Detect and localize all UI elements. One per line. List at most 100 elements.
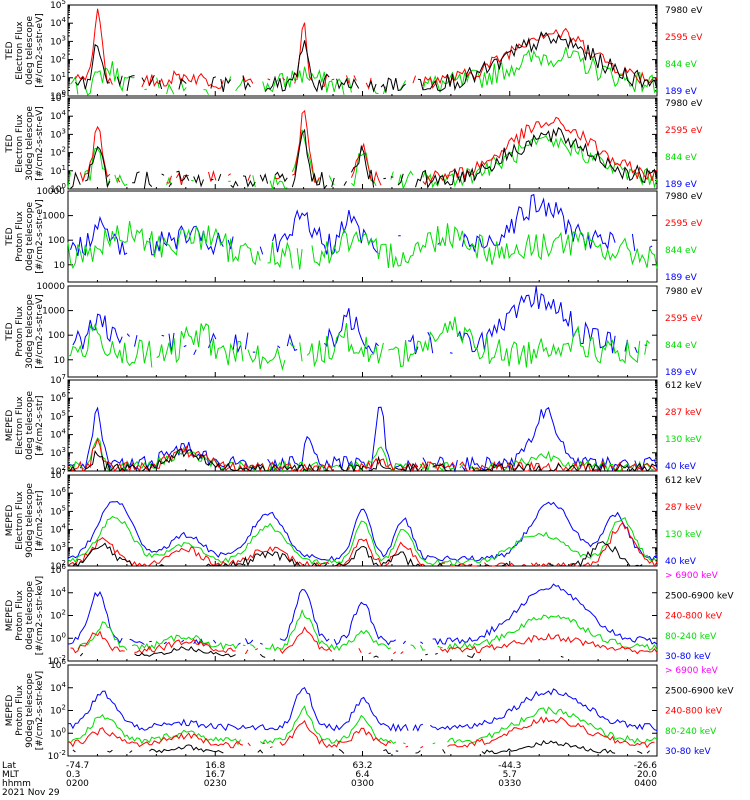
x-row-value: 16.8: [205, 761, 225, 771]
series-trace-green: [67, 221, 658, 270]
y-tick-label: 10: [54, 261, 66, 271]
y-axis-label-line: Electron Flux: [15, 114, 25, 173]
legend-entry: 844 eV: [665, 341, 698, 351]
series-trace-green: [70, 47, 658, 96]
legend-entry: 2595 eV: [665, 126, 703, 136]
y-axis-label-line: TED: [5, 227, 15, 246]
legend-entry: 844 eV: [665, 60, 698, 70]
y-axis-label-line: MEPED: [5, 600, 15, 632]
flux-panel-7: 10-2 100 102 104 106 MEPED Proton Flux 0deg tel…: [5, 563, 734, 667]
y-tick-label: 104: [50, 428, 66, 441]
legend-entry: > 6900 keV: [665, 666, 719, 676]
legend-entry: 30-80 keV: [665, 652, 711, 662]
legend-entry: 2500-6900 keV: [665, 591, 734, 601]
y-tick-label: 103: [50, 541, 66, 554]
panel-frame: [67, 97, 658, 190]
y-axis-label-line: [#/cm2-s-str-eV]: [35, 294, 45, 369]
y-axis-label-line: TED: [5, 322, 15, 341]
y-tick-label: 100: [50, 631, 66, 644]
y-tick-label: 104: [50, 586, 66, 599]
y-tick-label: 100: [50, 182, 66, 195]
x-row-value: -44.3: [498, 761, 521, 771]
series-trace-red: [67, 716, 655, 749]
x-row-value: -26.6: [634, 761, 658, 771]
legend-entry: > 6900 keV: [665, 571, 719, 581]
y-axis-label-line: Proton Flux: [15, 685, 25, 736]
series-trace-green: [67, 705, 658, 746]
x-row-value: 63.2: [352, 761, 372, 771]
y-axis-label-line: Electron Flux: [15, 396, 25, 455]
y-tick-label: 1000: [42, 212, 65, 222]
legend-entry: 40 keV: [665, 462, 697, 472]
y-tick-label: 1000: [42, 307, 65, 317]
y-tick-label: 104: [50, 523, 66, 536]
series-trace-green: [68, 317, 655, 369]
series-trace-black: [80, 647, 639, 658]
y-tick-label: 100: [48, 331, 65, 341]
legend-entry: 844 eV: [665, 246, 698, 256]
x-row-value: 6.4: [355, 770, 370, 780]
legend-entry: 2595 eV: [665, 33, 703, 43]
legend-entry: 80-240 keV: [665, 632, 717, 642]
y-axis-label-line: TED: [5, 41, 15, 60]
legend-entry: 844 eV: [665, 153, 698, 163]
legend-entry: 189 eV: [665, 87, 698, 97]
y-axis-label-line: MEPED: [5, 505, 15, 537]
y-axis-label-line: 30deg telescope: [25, 294, 35, 369]
y-axis-label-line: [#/cm2-s-str-keV]: [35, 576, 45, 655]
y-tick-label: 101: [50, 71, 66, 84]
flux-panel-2: 100 101 102 103 104 105 TED Electron Flux 30deg …: [5, 91, 703, 195]
y-tick-label: 105: [50, 504, 66, 517]
flux-panel-1: 100 101 102 103 104 105 TED Electron Flux 0deg t…: [5, 0, 703, 102]
y-tick-label: 10-2: [48, 749, 66, 762]
x-row-value: 0.3: [66, 770, 80, 780]
legend-entry: 612 keV: [665, 476, 702, 486]
y-tick-label: 107: [50, 468, 66, 481]
series-trace-black: [67, 448, 658, 473]
y-tick-label: 102: [50, 146, 66, 159]
legend-entry: 80-240 keV: [665, 727, 717, 737]
x-row-value: 0330: [498, 779, 521, 789]
y-axis-label-line: Proton Flux: [15, 306, 25, 357]
x-row-value: 20.0: [637, 770, 657, 780]
legend-entry: 287 keV: [665, 408, 702, 418]
y-tick-label: 106: [50, 486, 66, 499]
y-tick-label: 104: [50, 109, 66, 122]
y-tick-label: 102: [50, 609, 66, 622]
y-axis-label-line: TED: [5, 134, 15, 153]
y-tick-label: 100: [50, 89, 66, 102]
legend-entry: 7980 eV: [665, 99, 703, 109]
legend-entry: 287 keV: [665, 503, 702, 513]
y-axis-label-line: [#/cm2-s-str]: [35, 490, 45, 550]
y-tick-label: 10-2: [48, 654, 66, 667]
legend-entry: 40 keV: [665, 557, 697, 567]
y-tick-label: 104: [50, 16, 66, 29]
legend-entry: 2595 eV: [665, 219, 703, 229]
y-tick-label: 105: [50, 0, 66, 11]
flux-panel-5: 102 103 104 105 106 107 MEPED Electron Flux 0deg…: [5, 373, 702, 477]
y-axis-label-line: [#/cm2-s-str-eV]: [35, 199, 45, 274]
legend-entry: 7980 eV: [665, 192, 703, 202]
y-axis-label-line: MEPED: [5, 410, 15, 442]
series-trace-blue: [67, 500, 658, 562]
y-tick-label: 102: [50, 53, 66, 66]
flux-panel-6: 102 103 104 105 106 107 MEPED Electron Flux 90de…: [5, 468, 702, 572]
series-trace-red: [70, 626, 658, 655]
y-tick-label: 107: [50, 373, 66, 386]
series-trace-blue: [67, 583, 658, 646]
y-axis-label-line: 0deg telescope: [25, 16, 35, 86]
y-tick-label: 105: [50, 409, 66, 422]
y-tick-label: 102: [50, 559, 66, 572]
series-trace-blue: [67, 686, 658, 733]
series-trace-green: [67, 437, 658, 473]
y-tick-label: 103: [50, 446, 66, 459]
x-row-value: 0200: [66, 779, 89, 789]
legend-entry: 189 eV: [665, 368, 698, 378]
y-tick-label: 104: [50, 681, 66, 694]
y-tick-label: 102: [50, 464, 66, 477]
legend-entry: 2500-6900 keV: [665, 686, 734, 696]
legend-entry: 189 eV: [665, 180, 698, 190]
x-row-label: MLT: [2, 770, 20, 780]
series-trace-green: [77, 608, 658, 652]
series-trace-green: [67, 515, 658, 566]
